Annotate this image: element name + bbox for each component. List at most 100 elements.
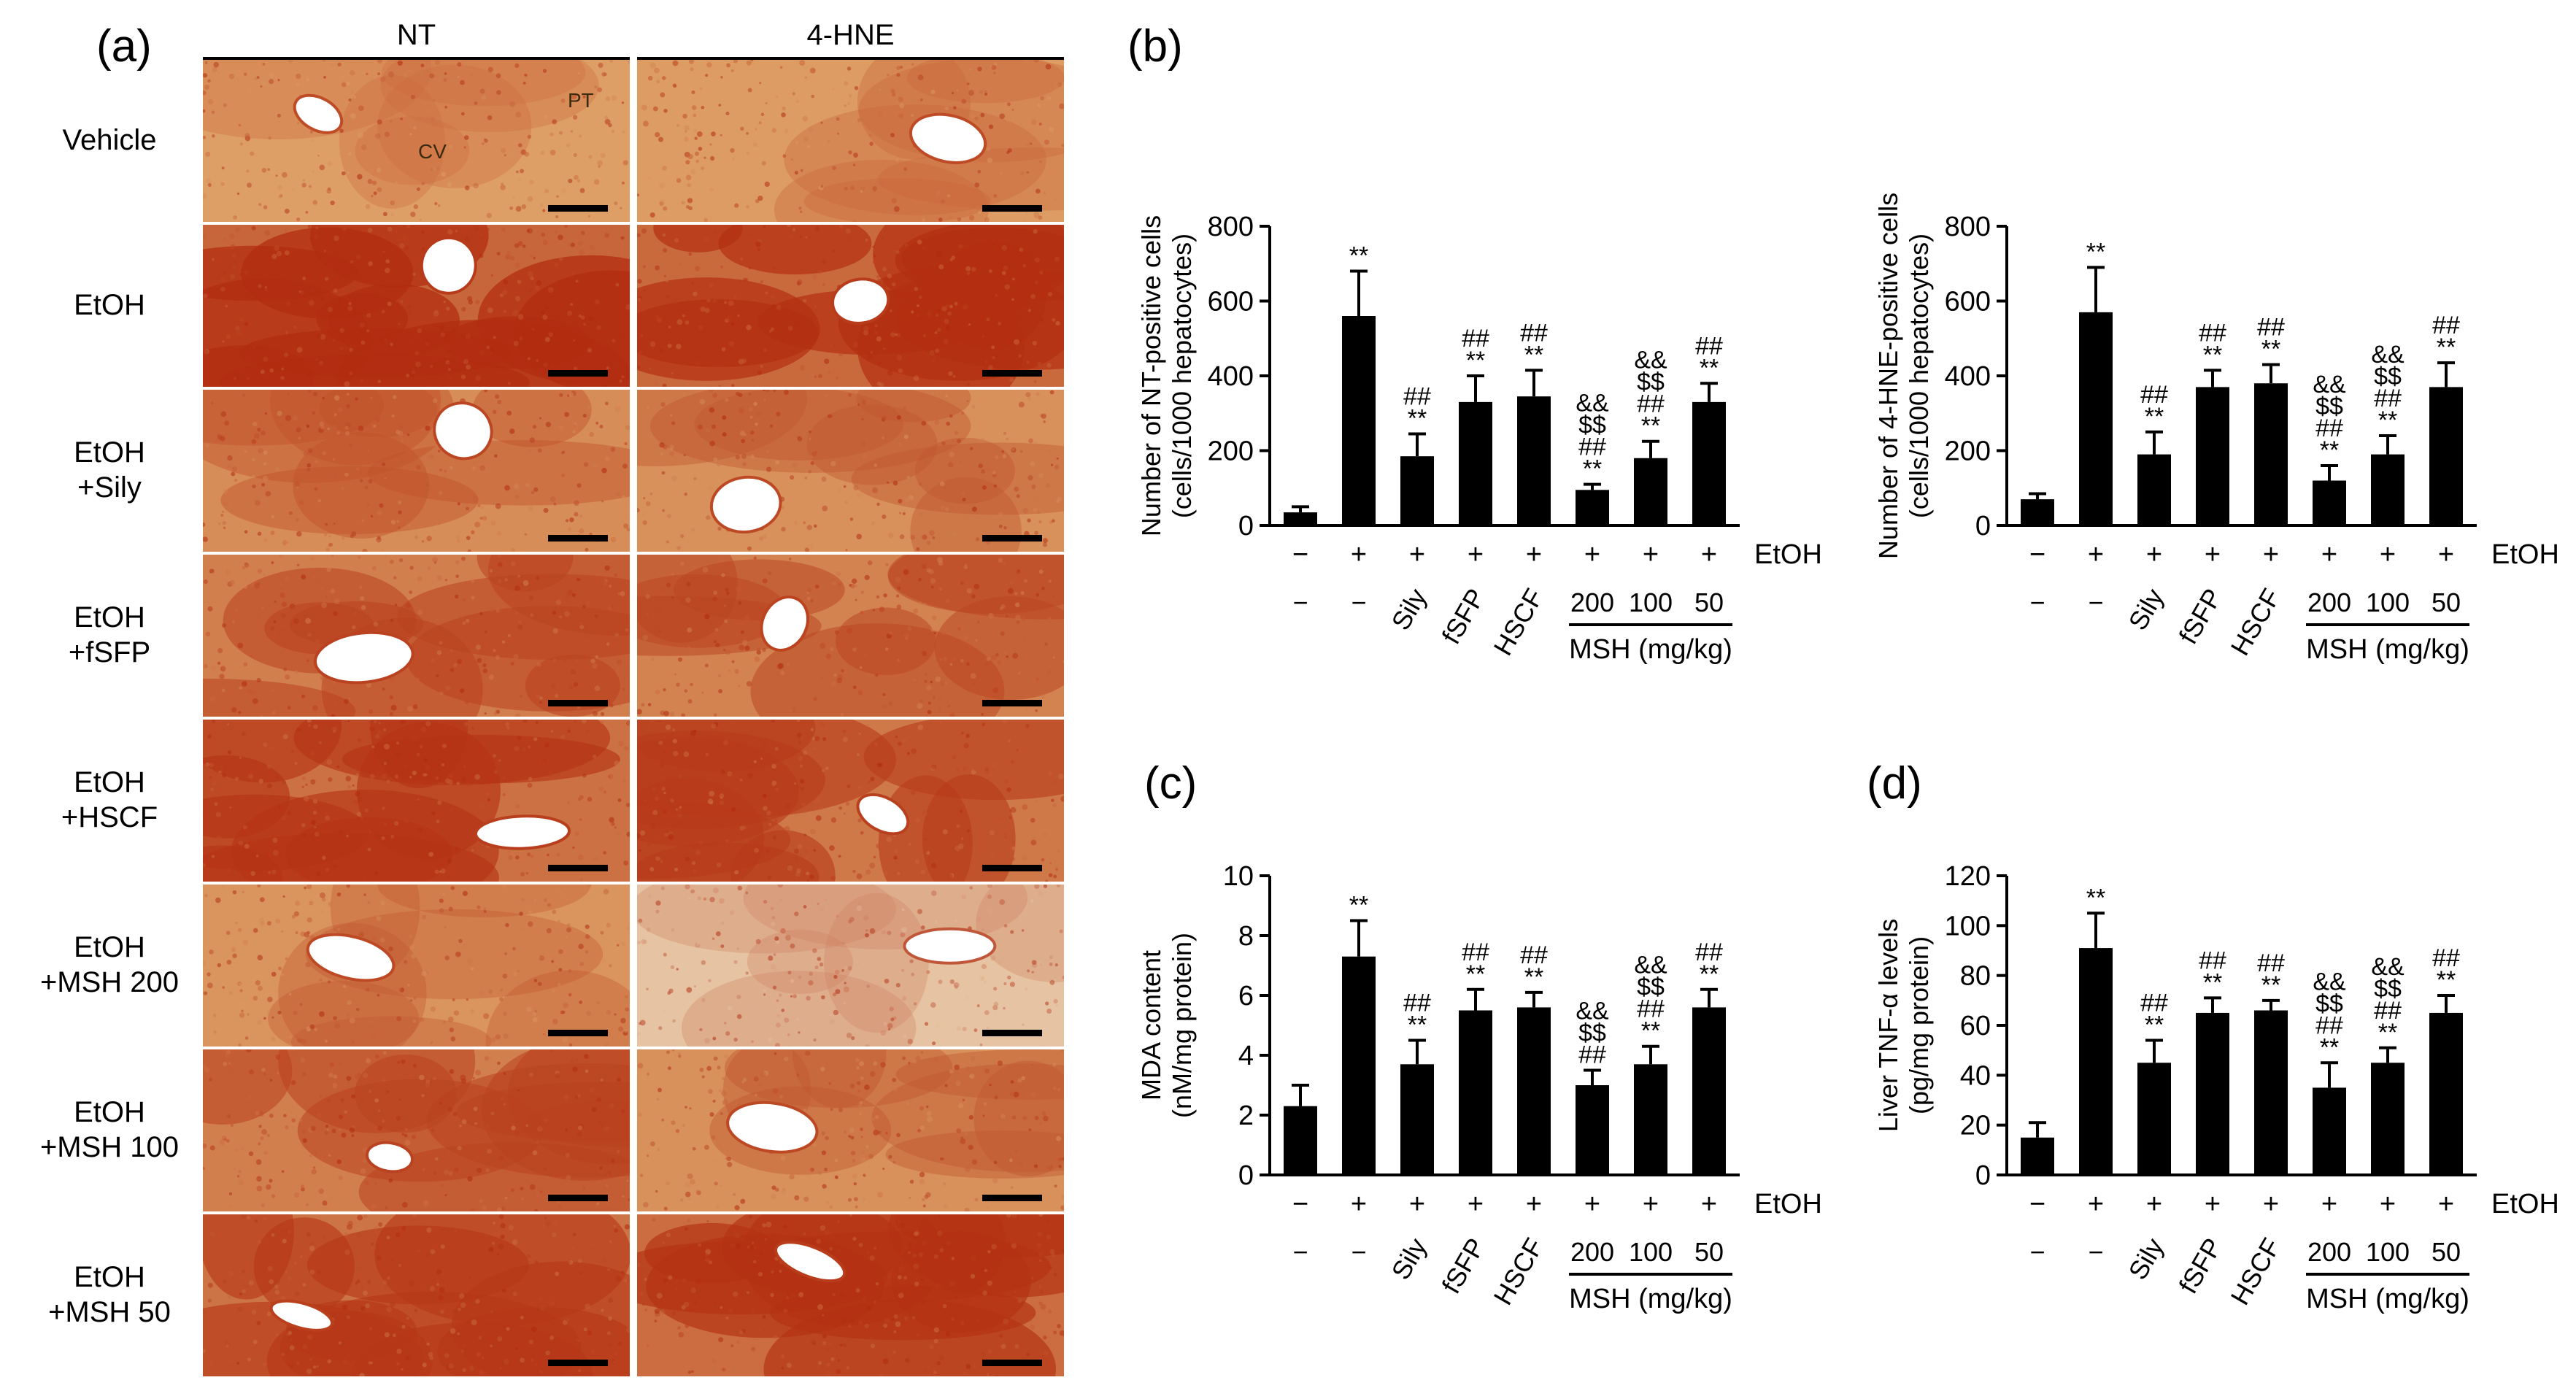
scale-bar [982, 205, 1042, 212]
y-axis-label: Liver TNF-α levels(pg/mg protein) [1873, 919, 1934, 1132]
significance-marker: ** [1524, 341, 1543, 369]
treatment-label: 200 [2307, 1237, 2351, 1267]
bar [1692, 1007, 1726, 1175]
significance-marker: ## [2199, 947, 2226, 974]
etoh-indicator: + [1584, 1189, 1600, 1219]
histology-tile [203, 1214, 630, 1376]
scale-bar [548, 865, 608, 871]
treatment-label: − [2088, 587, 2103, 617]
chart-d-tnf: Liver TNF-α levels(pg/mg protein) 0 20 40 60… [1873, 861, 2559, 1314]
y-tick-label: 0 [1238, 511, 1254, 542]
bar [2021, 499, 2054, 525]
bar [2079, 312, 2113, 525]
histology-tile [203, 555, 630, 717]
significance-marker: ## [2140, 381, 2168, 409]
treatment-label: − [2029, 587, 2045, 617]
treatment-label: 100 [1629, 587, 1673, 617]
row-label-line2: +Sily [77, 471, 142, 504]
scale-bar [982, 1030, 1042, 1036]
bar [1576, 490, 1609, 525]
etoh-indicator: + [2321, 1189, 2337, 1219]
y-tick-label: 60 [1960, 1011, 1991, 1041]
treatment-label: − [2029, 1237, 2045, 1267]
row-label: EtOH +fSFP [29, 600, 190, 670]
significance-marker: ## [2432, 944, 2460, 972]
significance-marker: $$ [1578, 412, 1606, 439]
treatment-label: Sily [2122, 584, 2170, 636]
bar [1459, 1010, 1492, 1175]
significance-marker: ## [2140, 990, 2168, 1017]
histology-tile [203, 885, 630, 1047]
scale-bar [548, 205, 608, 212]
etoh-indicator: + [1701, 1189, 1717, 1219]
etoh-indicator: + [2263, 1189, 2279, 1219]
row-label: EtOH +MSH 100 [29, 1095, 190, 1165]
y-tick-label: 10 [1223, 861, 1254, 892]
group-label: MSH (mg/kg) [1569, 1284, 1732, 1314]
etoh-indicator: + [2146, 1189, 2162, 1219]
significance-marker: ** [2437, 334, 2456, 361]
row-label: EtOH +MSH 200 [29, 930, 190, 1000]
treatment-label: 50 [1694, 1237, 1724, 1267]
etoh-indicator: + [1584, 539, 1600, 570]
column-header-nt: NT [396, 19, 436, 51]
scale-bar [548, 1030, 608, 1036]
significance-marker: ** [2086, 884, 2105, 912]
etoh-row-label: EtOH [1754, 539, 1822, 570]
etoh-indicator: + [2321, 539, 2337, 570]
significance-marker: ## [2257, 314, 2285, 342]
treatment-label: 100 [2366, 1237, 2410, 1267]
bar [2137, 454, 2171, 525]
etoh-indicator: + [1701, 539, 1717, 570]
tile-tag-pt: PT [568, 89, 594, 112]
etoh-indicator: − [1292, 539, 1308, 570]
y-tick-label: 4 [1238, 1041, 1254, 1071]
bar [2254, 383, 2288, 525]
significance-marker: ** [2145, 403, 2164, 431]
histology-tile [203, 225, 630, 387]
row-label: EtOH +MSH 50 [29, 1260, 190, 1330]
bar [1342, 316, 1376, 525]
significance-marker: $$ [2374, 363, 2402, 390]
y-tick-label: 100 [1945, 911, 1991, 941]
row-label-line1: EtOH [74, 1096, 145, 1128]
tile-tag-cv: CV [418, 140, 447, 163]
scale-bar [548, 535, 608, 542]
y-tick-label: 120 [1945, 861, 1991, 892]
histology-tile [203, 720, 630, 882]
histology-tile [203, 390, 630, 552]
etoh-indicator: + [1351, 539, 1367, 570]
significance-marker: $$ [2374, 975, 2402, 1003]
etoh-indicator: + [2146, 539, 2162, 570]
significance-marker: && [1576, 998, 1609, 1025]
etoh-indicator: + [1468, 1189, 1484, 1219]
bar [1400, 1064, 1434, 1175]
y-axis-label: MDA content(nM/mg protein) [1136, 933, 1197, 1118]
significance-marker: ** [2378, 1019, 2397, 1047]
y-tick-label: 200 [1945, 436, 1991, 467]
scale-bar [982, 700, 1042, 706]
panel-label-b: (b) [1127, 21, 1183, 72]
etoh-indicator: + [2088, 1189, 2104, 1219]
bar [1400, 456, 1434, 525]
significance-marker: ** [1700, 960, 1719, 988]
row-label-line2: +MSH 50 [48, 1296, 171, 1328]
bar [1284, 1106, 1317, 1175]
significance-marker: ** [2086, 238, 2105, 266]
scale-bar [982, 1360, 1042, 1366]
etoh-indicator: + [1409, 1189, 1425, 1219]
histology-tile [637, 390, 1064, 552]
column-header-4hne: 4-HNE [806, 19, 895, 51]
etoh-indicator: + [2438, 539, 2454, 570]
significance-marker: ** [2320, 436, 2339, 464]
y-tick-label: 0 [1238, 1160, 1254, 1191]
significance-marker: ## [1637, 995, 1665, 1023]
scale-bar [982, 535, 1042, 542]
y-axis-label-line: Liver TNF-α levels [1873, 919, 1903, 1132]
histology-tile [637, 555, 1064, 717]
row-label: Vehicle [29, 123, 190, 158]
y-tick-label: 6 [1238, 981, 1254, 1011]
significance-marker: ** [1349, 892, 1368, 920]
bar [2196, 387, 2229, 525]
